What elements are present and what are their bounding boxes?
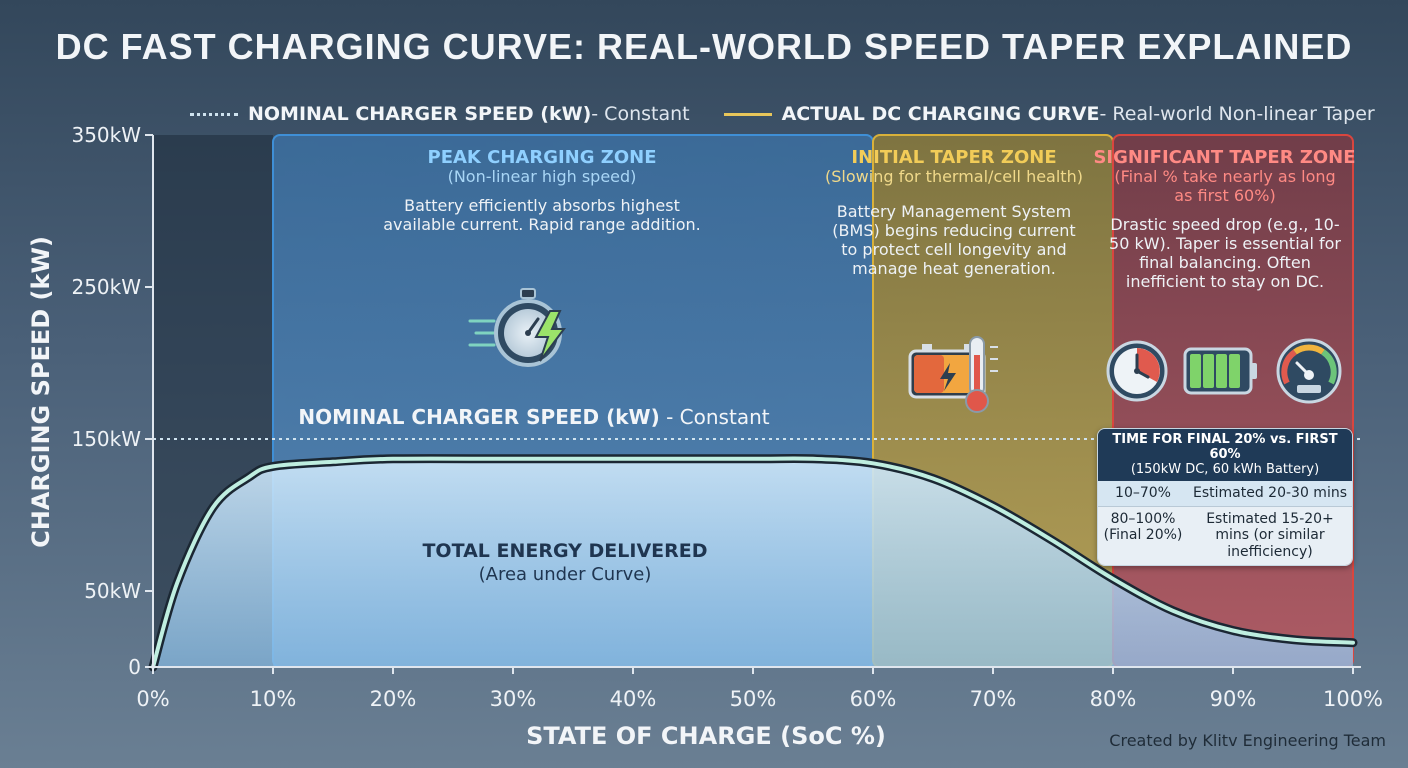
initial-zone-desc: Battery Management System (BMS) begins r… [832, 202, 1076, 278]
x-tick-label: 10% [250, 687, 297, 711]
significant-zone-subtitle: (Final % take nearly as long as first 60… [1114, 167, 1336, 206]
legend-swatch-solid [723, 112, 772, 116]
peak-zone-desc: Battery efficiently absorbs highest avai… [383, 196, 701, 234]
initial-zone-subtitle: (Slowing for thermal/cell health) [825, 167, 1083, 187]
charging-curve-line [151, 456, 1355, 669]
y-tick-label: 0 [128, 655, 141, 679]
time-table-header: TIME FOR FINAL 20% vs. FIRST 60% (150kW … [1098, 429, 1352, 481]
area-under-curve [153, 458, 1353, 667]
legend-swatch-dotted [190, 112, 238, 116]
time-table-subtitle: (150kW DC, 60 kWh Battery) [1130, 461, 1320, 477]
legend-nominal-rest: - Constant [591, 103, 690, 125]
curve-layer [148, 453, 1358, 672]
x-axis-label: STATE OF CHARGE (SoC %) [526, 722, 886, 750]
x-tick-label: 0% [136, 687, 169, 711]
peak-zone-text: PEAK CHARGING ZONE (Non-linear high spee… [262, 147, 822, 235]
legend-actual-bold: ACTUAL DC CHARGING CURVE [781, 103, 1100, 125]
table-cell-range: 80–100% (Final 20%) [1103, 510, 1183, 544]
table-cell-time: Estimated 15-20+ mins (or similar ineffi… [1206, 510, 1334, 561]
x-tick-label: 40% [610, 687, 657, 711]
battery-thermometer-icon [908, 336, 998, 413]
axes-layer: 0 50kW 150kW 250kW 350kW 0% 10% 20% 30% 40% 50% 60%… [71, 123, 1383, 711]
credit-text: Created by Klitv Engineering Team [1109, 731, 1386, 750]
speedometer-icon [1276, 338, 1342, 404]
legend-item-nominal: NOMINAL CHARGER SPEED (kW) - Constant [190, 103, 690, 125]
peak-zone-subtitle: (Non-linear high speed) [447, 167, 637, 187]
legend: NOMINAL CHARGER SPEED (kW) - Constant AC… [190, 101, 1408, 127]
y-axis-label: CHARGING SPEED (kW) [27, 236, 55, 548]
legend-actual-rest: - Real-world Non-linear Taper [1099, 103, 1375, 125]
y-tick-label: 250kW [71, 275, 141, 299]
table-row: 10–70% Estimated 20-30 mins [1098, 480, 1352, 506]
significant-zone-text: SIGNIFICANT TAPER ZONE (Final % take nea… [1087, 147, 1362, 291]
significant-zone-title: SIGNIFICANT TAPER ZONE [1093, 147, 1356, 168]
nominal-line-label-rest: - Constant [659, 405, 770, 429]
battery-full-icon [1183, 347, 1257, 395]
area-layer [153, 458, 1353, 667]
initial-zone-title: INITIAL TAPER ZONE [851, 147, 1057, 168]
x-tick-label: 20% [370, 687, 417, 711]
x-tick-label: 90% [1210, 687, 1257, 711]
x-tick-label: 80% [1090, 687, 1137, 711]
clock-icon [1106, 340, 1168, 402]
chart-title: DC FAST CHARGING CURVE: REAL-WORLD SPEED… [55, 26, 1353, 67]
peak-zone-title: PEAK CHARGING ZONE [427, 147, 657, 168]
legend-item-actual: ACTUAL DC CHARGING CURVE - Real-world No… [723, 103, 1375, 125]
y-tick-label: 350kW [71, 123, 141, 147]
stopwatch-lightning-icon [468, 288, 566, 367]
table-cell-range: 10–70% [1115, 484, 1171, 501]
x-tick-label: 50% [730, 687, 777, 711]
significant-zone-desc: Drastic speed drop (e.g., 10-50 kW). Tap… [1109, 214, 1341, 291]
time-comparison-table: TIME FOR FINAL 20% vs. FIRST 60% (150kW … [1097, 428, 1353, 566]
time-table-title: TIME FOR FINAL 20% vs. FIRST 60% [1112, 432, 1338, 462]
x-tick-label: 60% [850, 687, 897, 711]
x-tick-label: 100% [1323, 687, 1383, 711]
nominal-line-label-bold: NOMINAL CHARGER SPEED (kW) [298, 405, 660, 429]
area-label: TOTAL ENERGY DELIVERED (Area under Curve… [422, 540, 707, 586]
area-label-subtitle: (Area under Curve) [478, 563, 652, 585]
table-row: 80–100% (Final 20%) Estimated 15-20+ min… [1098, 505, 1352, 565]
area-label-title: TOTAL ENERGY DELIVERED [422, 540, 708, 562]
table-cell-time: Estimated 20-30 mins [1193, 484, 1347, 501]
initial-zone-text: INITIAL TAPER ZONE (Slowing for thermal/… [822, 147, 1086, 279]
nominal-line-label: NOMINAL CHARGER SPEED (kW) - Constant [298, 405, 769, 429]
x-tick-label: 30% [490, 687, 537, 711]
y-tick-label: 50kW [84, 579, 141, 603]
legend-nominal-bold: NOMINAL CHARGER SPEED (kW) [248, 103, 592, 125]
y-tick-label: 150kW [71, 427, 141, 451]
x-tick-label: 70% [970, 687, 1017, 711]
